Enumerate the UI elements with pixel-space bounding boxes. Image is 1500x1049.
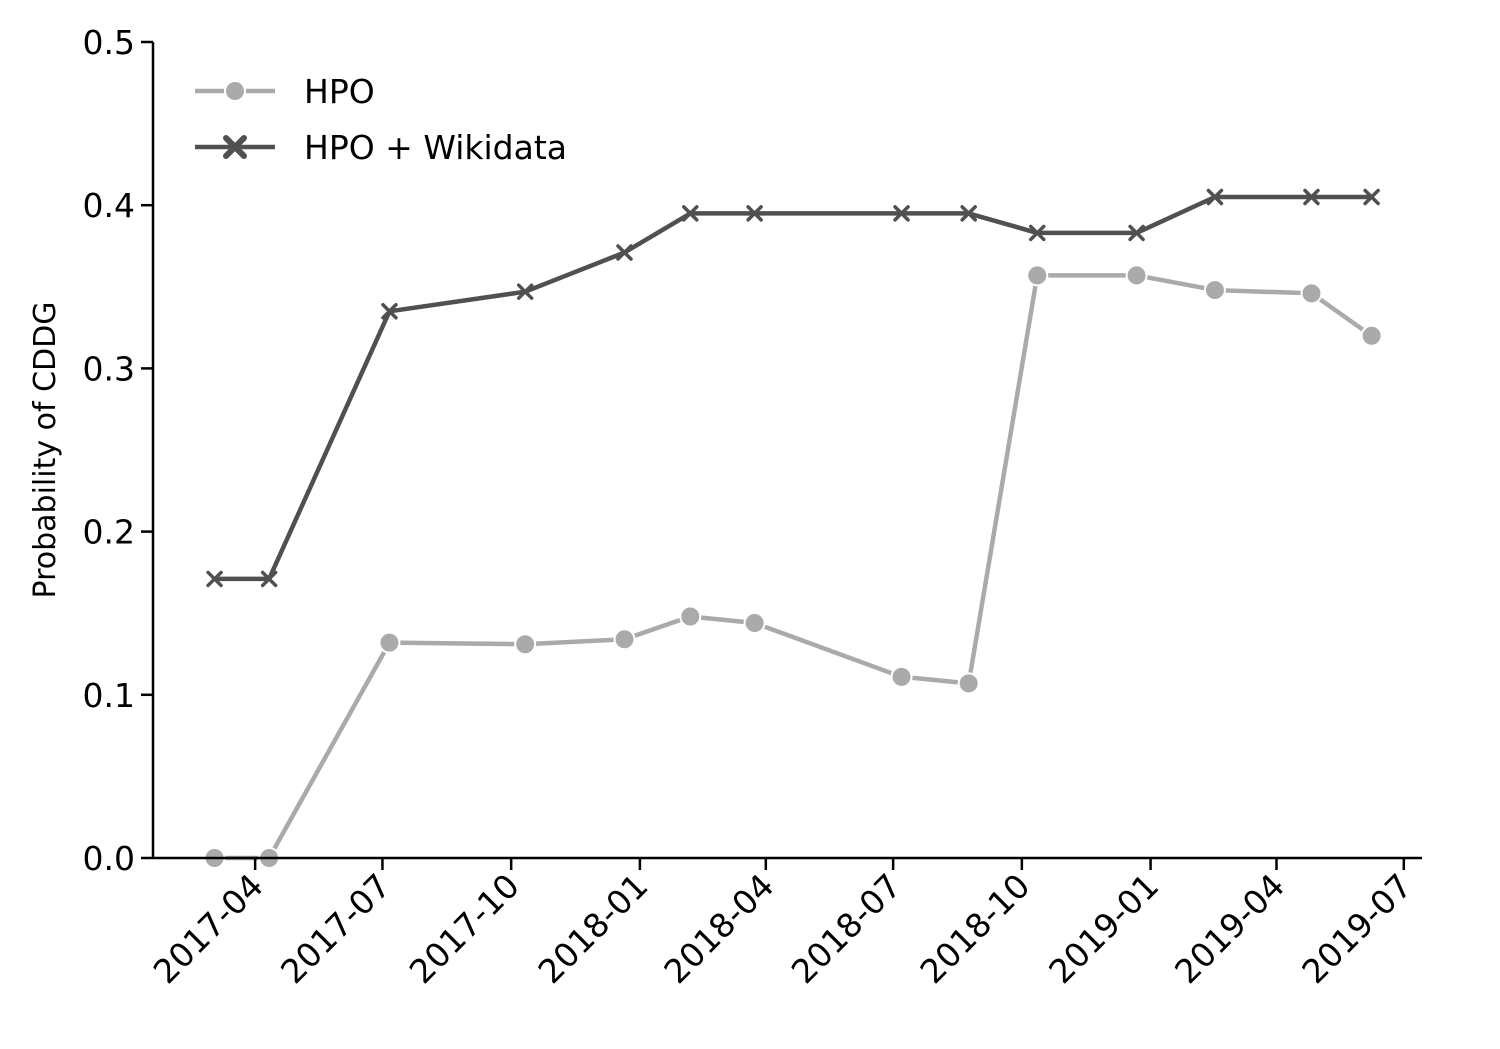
x-tick-label: 2018-10 <box>912 866 1037 991</box>
x-tick-label: 2019-04 <box>1167 866 1292 991</box>
data-point-hpo-wikidata <box>960 205 977 222</box>
data-point-hpo <box>1203 279 1226 302</box>
data-point-hpo <box>1300 282 1323 305</box>
y-tick-label: 0.5 <box>83 23 135 62</box>
legend-label-hpo: HPO <box>304 72 375 111</box>
axes-layer <box>151 42 1422 860</box>
legend-label-hpo-wikidata: HPO + Wikidata <box>304 128 567 167</box>
x-tick-label: 2018-01 <box>530 866 655 991</box>
x-tick-label: 2019-07 <box>1294 866 1419 991</box>
x-tick-label: 2017-04 <box>146 866 271 991</box>
data-point-hpo-wikidata <box>381 303 398 320</box>
data-point-hpo <box>1026 264 1049 287</box>
data-point-hpo <box>679 605 702 628</box>
y-ticks: 0.0 0.1 0.2 0.3 0.4 0.5 <box>83 23 153 878</box>
series-hpo-wikidata <box>206 188 1380 588</box>
data-point-hpo-wikidata <box>1206 188 1224 206</box>
x-tick-label: 2018-07 <box>784 866 909 991</box>
data-point-hpo <box>1360 324 1383 347</box>
x-tick-label: 2017-10 <box>402 866 527 991</box>
legend-marker-hpo-wikidata <box>223 135 247 159</box>
data-point-hpo-wikidata <box>1303 188 1320 206</box>
y-tick-label: 0.4 <box>83 186 135 225</box>
data-point-hpo-wikidata <box>616 244 633 261</box>
legend-marker-hpo <box>224 80 246 102</box>
data-point-hpo-wikidata <box>893 205 910 222</box>
y-tick-label: 0.3 <box>83 349 135 388</box>
data-point-hpo <box>1125 264 1148 287</box>
y-tick-label: 0.2 <box>83 513 135 552</box>
data-point-hpo-wikidata <box>1363 188 1380 206</box>
series-layer <box>203 188 1383 869</box>
x-tick-label: 2017-07 <box>273 866 398 991</box>
legend: HPO HPO + Wikidata <box>195 72 567 167</box>
data-point-hpo <box>613 628 636 651</box>
x-ticks: 2017-04 2017-07 2017-10 2018-01 2018-04 2018-… <box>146 858 1419 991</box>
data-point-hpo-wikidata <box>682 205 699 222</box>
x-tick-label: 2018-04 <box>656 866 781 991</box>
data-point-hpo <box>514 633 537 656</box>
data-point-hpo <box>957 672 980 695</box>
data-point-hpo-wikidata <box>1028 224 1046 242</box>
data-point-hpo-wikidata <box>746 205 763 222</box>
series-line-hpo <box>214 273 1373 861</box>
data-point-hpo-wikidata <box>1128 224 1145 242</box>
y-tick-label: 0.1 <box>83 676 135 715</box>
data-point-hpo <box>378 631 401 654</box>
x-tick-label: 2019-01 <box>1041 866 1166 991</box>
legend-entry-hpo: HPO <box>195 72 375 111</box>
data-point-hpo-wikidata <box>260 570 278 588</box>
data-point-hpo-wikidata <box>206 570 223 588</box>
data-point-hpo <box>743 611 766 634</box>
data-point-hpo <box>890 665 913 688</box>
y-axis-title: Probability of CDDG <box>28 302 63 599</box>
series-line-hpo-wikidata <box>214 194 1372 582</box>
series-hpo <box>203 264 1383 869</box>
legend-entry-hpo-wikidata: HPO + Wikidata <box>195 128 567 167</box>
data-point-hpo-wikidata <box>516 283 534 300</box>
y-tick-label: 0.0 <box>83 839 135 878</box>
